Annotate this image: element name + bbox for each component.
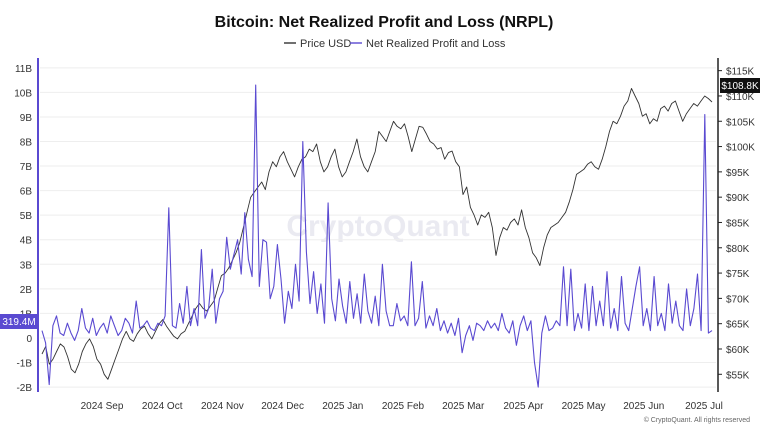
- left-tick-label: 10B: [14, 88, 32, 99]
- left-tick-label: 4B: [20, 236, 33, 247]
- right-badge-bg: [720, 78, 760, 93]
- left-tick-label: 0: [26, 334, 32, 345]
- nrpl-line[interactable]: [41, 84, 713, 388]
- right-tick-label: $105K: [726, 117, 755, 128]
- x-axis-ticks: 2024 Sep 2024 Oct 2024 Nov 2024 Dec 2025 Jan…: [81, 401, 723, 412]
- left-tick-label: 2B: [20, 285, 33, 296]
- price-usd-line[interactable]: [41, 87, 713, 380]
- right-tick-label: $65K: [726, 320, 750, 331]
- right-tick-label: $80K: [726, 244, 750, 255]
- left-tick-label: 8B: [20, 138, 33, 149]
- left-tick-label: -2B: [16, 383, 32, 394]
- left-tick-label: -1B: [16, 359, 32, 370]
- right-badge-text: $108.8K: [721, 81, 759, 92]
- gridlines: [40, 67, 716, 388]
- right-tick-label: $115K: [726, 67, 755, 78]
- left-tick-label: 7B: [20, 162, 33, 173]
- x-tick-label: 2024 Sep: [81, 401, 124, 412]
- right-value-badge: $108.8K: [720, 78, 760, 93]
- x-tick-label: 2025 Jun: [623, 401, 664, 412]
- x-tick-label: 2024 Nov: [201, 401, 244, 412]
- right-tick-label: $100K: [726, 143, 755, 154]
- right-tick-label: $95K: [726, 168, 750, 179]
- left-badge-text: 319.4M: [2, 317, 35, 328]
- x-tick-label: 2025 Jan: [322, 401, 363, 412]
- right-tick-label: $85K: [726, 218, 750, 229]
- x-tick-label: 2025 May: [562, 401, 606, 412]
- right-tick-label: $75K: [726, 269, 750, 280]
- left-value-badge: 319.4M: [0, 314, 38, 329]
- left-tick-label: 11B: [15, 64, 32, 75]
- left-tick-label: 3B: [20, 260, 33, 271]
- left-tick-label: 6B: [20, 187, 33, 198]
- right-tick-label: $90K: [726, 193, 750, 204]
- left-tick-label: 5B: [20, 211, 33, 222]
- left-badge-bg: [0, 314, 38, 329]
- x-tick-label: 2024 Dec: [261, 401, 304, 412]
- right-tick-label: $70K: [726, 294, 750, 305]
- series-layer: [41, 84, 713, 388]
- legend-price-label[interactable]: Price USD: [300, 38, 351, 50]
- footer-copyright: © CryptoQuant. All rights reserved: [644, 416, 750, 424]
- right-tick-label: $55K: [726, 370, 750, 381]
- right-tick-label: $110K: [726, 92, 755, 103]
- x-tick-label: 2024 Oct: [142, 401, 183, 412]
- legend: Price USD Net Realized Profit and Loss: [284, 38, 506, 50]
- right-axis-ticks: $115K $110K $105K $100K $95K $90K $85K $80K $75K…: [718, 67, 755, 381]
- chart-title: Bitcoin: Net Realized Profit and Loss (N…: [215, 14, 554, 31]
- x-tick-label: 2025 Mar: [442, 401, 485, 412]
- left-axis-ticks: 11B10B9B8B7B6B5B4B3B2B1B0-1B-2B: [14, 64, 32, 394]
- x-tick-label: 2025 Feb: [382, 401, 425, 412]
- right-tick-label: $60K: [726, 345, 750, 356]
- x-tick-label: 2025 Jul: [685, 401, 723, 412]
- x-tick-label: 2025 Apr: [503, 401, 544, 412]
- legend-nrpl-label[interactable]: Net Realized Profit and Loss: [366, 38, 506, 50]
- left-tick-label: 9B: [20, 113, 33, 124]
